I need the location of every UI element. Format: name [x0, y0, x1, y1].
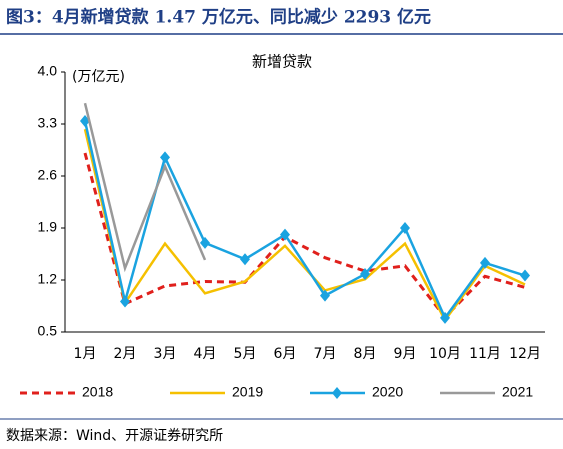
x-tick-label: 4月: [194, 346, 217, 362]
y-tick-label: 1.9: [38, 219, 58, 235]
point-marker: [440, 311, 450, 324]
point-marker: [360, 268, 370, 281]
x-tick-label: 9月: [394, 346, 417, 362]
y-tick-label: 2.6: [38, 167, 58, 183]
series-line: [83, 102, 207, 273]
series-line: [83, 120, 526, 321]
point-marker: [200, 236, 210, 249]
series-line: [83, 128, 526, 323]
source: 数据来源：Wind、开源证券研究所: [6, 428, 223, 444]
y-tick-label: 4.0: [38, 63, 58, 79]
x-tick-label: 12月: [509, 346, 541, 362]
legend-label: 2020: [372, 384, 403, 400]
y-axis-label: (万亿元): [72, 69, 125, 85]
point-marker: [320, 289, 330, 302]
point-marker: [480, 256, 490, 269]
point-marker: [400, 222, 410, 234]
y-tick-label: 3.3: [38, 115, 58, 131]
point-marker: [240, 253, 250, 266]
point-marker: [280, 228, 290, 241]
y-tick-label: 1.2: [38, 271, 58, 287]
x-tick-label: 6月: [274, 346, 297, 362]
chart-title: 新增贷款: [252, 53, 312, 71]
x-tick-label: 10月: [429, 346, 461, 362]
legend-label: 2021: [502, 384, 533, 400]
x-tick-label: 1月: [74, 346, 97, 362]
x-tick-label: 7月: [314, 346, 337, 362]
figure-title: 图3：4月新增贷款 1.47 万亿元、同比减少 2293 亿元: [6, 7, 431, 28]
y-tick-label: 0.5: [38, 323, 58, 339]
x-tick-label: 11月: [469, 346, 501, 362]
legend-label: 2019: [232, 384, 263, 400]
x-tick-label: 5月: [234, 346, 257, 362]
point-marker: [520, 269, 530, 282]
legend-marker: [332, 387, 342, 399]
x-tick-label: 3月: [154, 346, 177, 362]
legend-label: 2018: [82, 384, 113, 400]
series-line: [83, 152, 526, 320]
x-tick-label: 8月: [354, 346, 377, 362]
point-marker: [160, 151, 170, 164]
point-marker: [120, 295, 130, 308]
x-tick-label: 2月: [114, 346, 137, 362]
